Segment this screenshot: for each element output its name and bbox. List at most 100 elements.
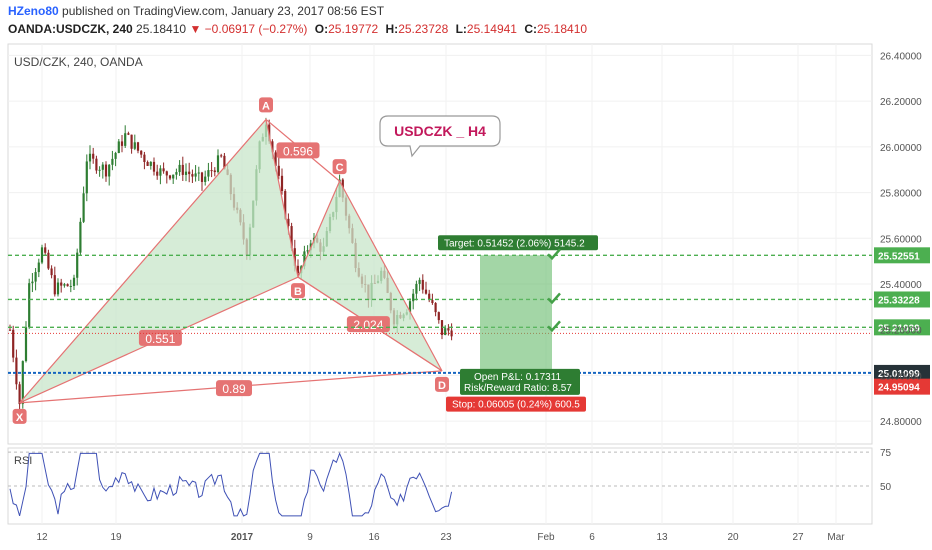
time-tick-label: 19 [110,532,122,543]
position-profit-zone [480,255,552,373]
candle-body [274,152,277,166]
candle-body [104,164,108,177]
candle-body [63,284,66,286]
candle-body [31,281,34,284]
candle-body [66,284,69,287]
last-price: 25.18410 [136,22,187,36]
annotation-text: USDCZK _ H4 [394,123,486,139]
candle-body [277,165,280,176]
pattern-point-label: A [262,100,270,112]
candle-body [165,171,168,176]
price-level-tag [874,291,930,308]
candle-body [21,361,24,405]
candle-body [37,262,40,273]
candle-body [60,282,63,286]
candle-body [111,158,114,165]
candle-body [44,247,47,253]
price-level-tag [874,378,930,395]
publisher-line: HZeno80 published on TradingView.com, Ja… [8,4,384,18]
long-position-tool[interactable]: Target: 0.51452 (2.06%) 5145.2 Open P&L: … [438,235,598,412]
high-value: 25.23728 [398,22,449,36]
candle-body [210,170,213,172]
pnl-label: Open P&L: 0.17311 [474,372,562,383]
symbol-label: OANDA:USDCZK, 240 [8,22,133,36]
candle-body [280,175,284,192]
candle-body [117,141,120,153]
low-label: L: [455,22,467,36]
candle-body [156,171,159,176]
ratio-badge [346,316,390,333]
price-level-label: 25.33228 [878,295,920,306]
time-tick-label: Feb [537,532,555,543]
ohlc-line: OANDA:USDCZK, 240 25.18410 ▼ −0.06917 (−… [8,22,587,36]
candle-body [428,293,431,301]
candle-body [287,218,290,227]
candle-body [92,153,95,159]
candle-body [290,226,293,249]
ratio-badge [216,380,252,397]
chart-title: USD/CZK, 240, OANDA [14,55,143,69]
candle-body [72,277,76,286]
candle-body [172,174,175,179]
candle-body [34,272,37,282]
price-level-label: 25.52551 [878,251,920,262]
time-tick-label: Mar [827,532,845,543]
candle-body [418,279,421,284]
pattern-point-marker [259,97,273,113]
pattern-point-marker [332,159,347,175]
candle-body [18,384,21,405]
candle-body [421,279,424,290]
time-tick-label: 16 [368,532,380,543]
chart-canvas[interactable]: X A B C D 0.596 0.551 2.024 0.89 25.52551 25.3322… [0,40,932,550]
candle-body [50,268,53,276]
candle-body [450,330,453,337]
pattern-point-label: X [16,412,24,424]
rsi-level-label: 75 [880,448,892,459]
time-tick-label: 20 [727,532,739,543]
candle-body [140,150,143,155]
ratio-badge [276,142,320,159]
time-tick-label: 27 [792,532,804,543]
candle-body [431,300,434,304]
chart-header: HZeno80 published on TradingView.com, Ja… [0,0,932,40]
candle-body [56,282,60,295]
close-label: C: [524,22,537,36]
rsi-indicator: 75 50 RSI [8,448,892,517]
candle-body [133,142,136,149]
time-axis[interactable]: 12 19 2017 9 16 23 Feb 6 13 20 27 Mar [36,532,845,543]
time-tick-label: 9 [307,532,313,543]
candle-body [168,175,172,179]
price-tick-label: 24.80000 [880,417,922,428]
risk-reward-label: Risk/Reward Ratio: 8.57 [464,383,572,394]
candle-body [223,155,226,170]
low-value: 25.14941 [466,22,517,36]
time-tick-label: 12 [36,532,48,543]
candle-body [184,171,188,175]
price-axis[interactable]: 26.40000 26.20000 26.00000 25.80000 25.60000… [880,51,922,428]
price-tick-label: 26.20000 [880,97,922,108]
author-link[interactable]: HZeno80 [8,4,59,18]
candle-body [127,133,130,135]
candle-body [293,248,296,266]
price-tick-label: 26.00000 [880,143,922,154]
pattern-point-label: D [438,380,446,392]
target-badge [438,235,598,251]
candle-body [24,327,28,362]
pattern-point-label: B [294,286,302,298]
candle-body [82,193,85,222]
annotation-callout[interactable]: USDCZK _ H4 [379,115,501,158]
time-tick-label: 23 [440,532,452,543]
ratio-label: 0.551 [145,332,175,346]
rsi-label: RSI [14,455,32,467]
candle-body [178,164,181,173]
price-level-tag [874,364,930,381]
candle-body [191,174,194,177]
pattern-point-label: C [336,162,344,174]
candle-body [136,142,140,151]
high-label: H: [385,22,399,36]
candle-body [162,168,165,172]
candle-body [220,155,223,157]
price-levels: 25.52551 25.33228 25.21039 25.01099 24.95094 [8,247,930,395]
price-level-tag [874,319,930,336]
candle-body [447,328,450,331]
